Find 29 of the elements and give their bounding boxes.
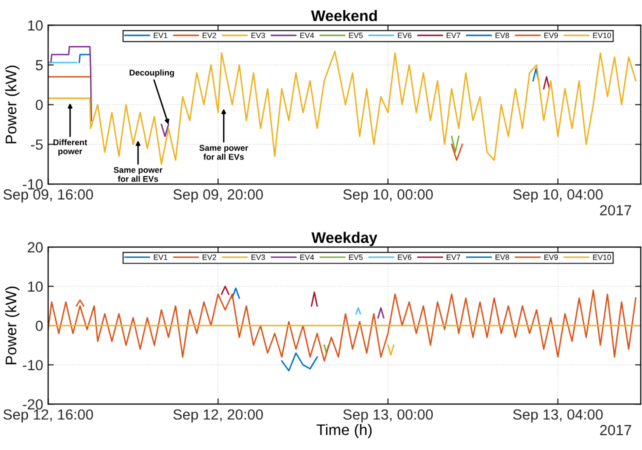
x-tick-label: Sep 13, 00:00 — [343, 409, 433, 423]
annotation: Same power for all EVs — [199, 144, 248, 160]
y-tick-label: 10 — [28, 281, 43, 292]
x-tick-label: Sep 10, 04:00 — [513, 189, 603, 203]
x-tick-label: Sep 09, 16:00 — [3, 189, 93, 203]
y-tick-label: 20 — [28, 242, 43, 252]
y-axis-title: Power (kW) — [5, 286, 20, 364]
x-axis-title: Time (h) — [316, 424, 372, 438]
text: 2017 — [600, 424, 632, 436]
x-tick-label: Sep 12, 20:00 — [173, 409, 263, 423]
y-tick-label: 5 — [36, 60, 43, 70]
x-tick-label: Sep 13, 04:00 — [513, 409, 603, 423]
x-tick-label: Sep 12, 16:00 — [3, 409, 93, 423]
y-tick-label: -5 — [30, 140, 43, 150]
annotation: Different power — [54, 139, 88, 156]
text: 2017 — [600, 205, 632, 216]
annotation: Same power for all EVs — [114, 166, 162, 182]
y-tick-label: 10 — [28, 20, 43, 31]
x-tick-label: Sep 09, 20:00 — [173, 189, 263, 203]
y-tick-label: -10 — [22, 179, 43, 190]
x-tick-label: Sep 10, 00:00 — [343, 189, 433, 203]
chart-title: Weekday — [311, 232, 378, 246]
chart-title: Weekend — [311, 10, 377, 22]
y-tick-label: -10 — [22, 360, 43, 370]
annotation: Decoupling — [130, 69, 174, 78]
y-tick-label: 0 — [36, 320, 43, 332]
y-tick-label: -20 — [22, 399, 43, 410]
y-axis-title: Power (kW) — [5, 66, 20, 144]
y-tick-label: 0 — [36, 100, 43, 110]
